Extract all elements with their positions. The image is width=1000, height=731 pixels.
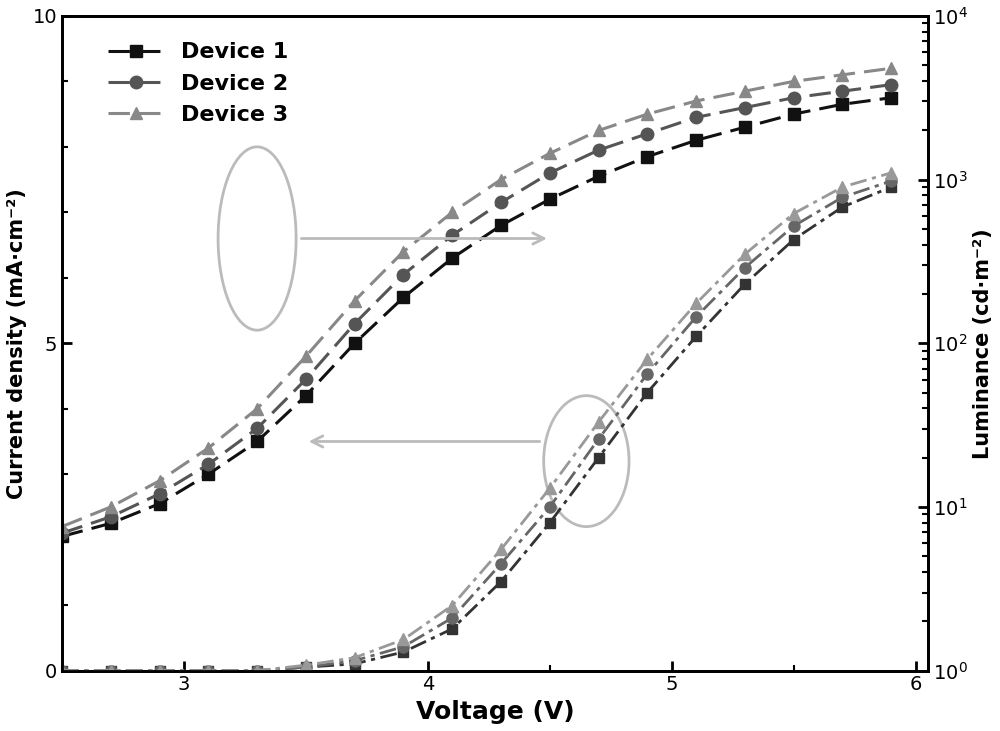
Y-axis label: Luminance (cd·m⁻²): Luminance (cd·m⁻²) xyxy=(973,228,993,458)
X-axis label: Voltage (V): Voltage (V) xyxy=(416,700,574,724)
Legend: Device 1, Device 2, Device 3: Device 1, Device 2, Device 3 xyxy=(99,34,297,134)
Y-axis label: Current density (mA·cm⁻²): Current density (mA·cm⁻²) xyxy=(7,188,27,499)
